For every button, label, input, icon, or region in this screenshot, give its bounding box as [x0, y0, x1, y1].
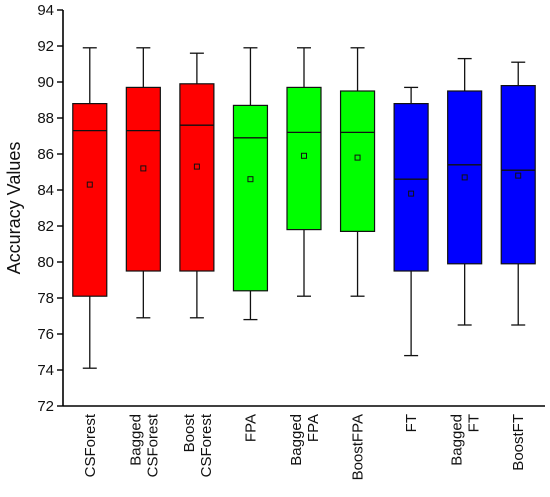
x-tick-label: CSForest	[82, 413, 99, 477]
box-3	[232, 47, 269, 321]
x-tick-label: BoostFT	[510, 414, 527, 471]
x-tick-label: FPA	[305, 414, 322, 442]
box-4	[286, 47, 322, 297]
y-tick-label: 88	[37, 110, 54, 127]
mean-marker	[461, 174, 468, 181]
mean-marker	[354, 154, 361, 161]
y-tick-label: 78	[37, 290, 54, 307]
boxes	[72, 47, 536, 369]
mean-marker	[301, 152, 307, 159]
y-tick-label: 80	[37, 254, 54, 271]
mean-marker	[247, 176, 254, 183]
box-5	[339, 47, 376, 297]
x-tick-label: Bagged	[288, 414, 305, 466]
x-tick-labels: CSForest Bagged CSForest Boost CSForest FPA Ba…	[82, 413, 527, 480]
y-tick-label: 84	[37, 182, 54, 199]
iqr-box	[393, 102, 429, 272]
iqr-box	[232, 104, 269, 292]
x-tick-label: FT	[403, 414, 420, 432]
iqr-box	[339, 90, 376, 232]
mean-marker	[408, 190, 415, 197]
y-tick-label: 94	[37, 2, 54, 19]
iqr-box	[179, 83, 215, 272]
box-1	[125, 47, 161, 319]
y-tick-label: 74	[37, 362, 54, 379]
iqr-box	[125, 86, 161, 272]
x-tick-label: BoostFPA	[350, 414, 367, 480]
iqr-box	[72, 102, 108, 297]
axes	[62, 10, 545, 407]
iqr-box	[447, 90, 483, 265]
y-tick-label: 76	[37, 326, 54, 343]
mean-marker	[140, 165, 147, 172]
x-tick-label: FPA	[242, 414, 259, 442]
x-tick-label: CSForest	[198, 413, 215, 477]
x-tick-label: CSForest	[144, 413, 161, 477]
box-2	[179, 52, 215, 319]
y-ticks: 72 74 76 78 80 82 84 86 88 90 92 94	[37, 2, 63, 415]
x-tick-label: Boost	[181, 413, 198, 452]
mean-marker	[515, 172, 522, 179]
box-6	[393, 86, 429, 357]
x-tick-label: FT	[466, 414, 483, 432]
y-tick-label: 72	[37, 398, 54, 415]
x-tick-label: Bagged	[127, 414, 144, 466]
box-0	[72, 47, 108, 369]
y-tick-label: 86	[37, 146, 54, 163]
iqr-box	[500, 84, 536, 265]
y-tick-label: 92	[37, 38, 54, 55]
mean-marker	[86, 181, 93, 188]
y-tick-label: 82	[37, 218, 54, 235]
y-tick-label: 90	[37, 74, 54, 91]
box-8	[500, 61, 536, 326]
x-tick-label: Bagged	[449, 414, 466, 466]
box-7	[447, 57, 483, 326]
mean-marker	[193, 163, 200, 170]
y-axis-title: Accuracy Values	[4, 142, 24, 275]
